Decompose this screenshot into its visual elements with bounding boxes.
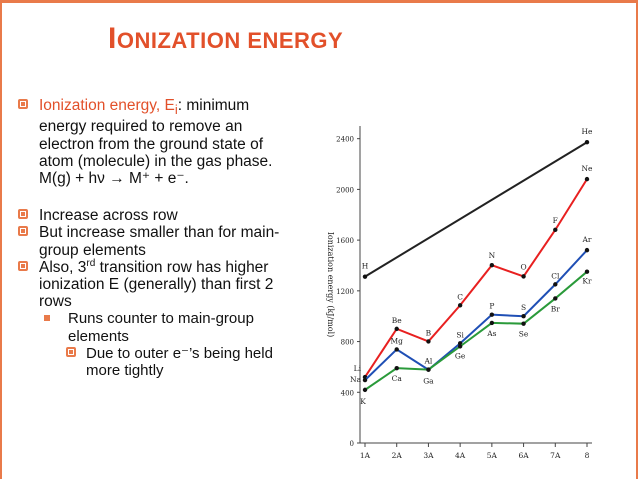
bullet-list: Ionization energy, Ei: minimum energy re… xyxy=(18,97,293,379)
element-label: Se xyxy=(519,330,529,339)
element-label: K xyxy=(360,397,366,406)
y-tick-label: 2400 xyxy=(336,136,354,144)
element-label: F xyxy=(553,216,558,225)
data-point xyxy=(553,296,558,301)
data-point xyxy=(489,312,495,317)
bullet-third-row: Also, 3rd transition row has higher ioni… xyxy=(18,258,293,311)
title-first-letter: I xyxy=(108,22,117,55)
x-tick-label: 4A xyxy=(455,451,466,460)
data-point xyxy=(584,247,590,253)
data-point xyxy=(521,321,526,326)
data-point xyxy=(553,227,558,233)
sub-sub-bullet-electrons: Due to outer e⁻’s being held more tightl… xyxy=(66,345,293,379)
bullet-marker-icon xyxy=(18,209,28,220)
data-point xyxy=(584,269,590,274)
element-label: Ge xyxy=(455,351,466,360)
data-point xyxy=(457,344,463,349)
element-label: Ga xyxy=(423,377,434,386)
x-tick-label: 8 xyxy=(585,451,590,460)
y-tick-label: 1200 xyxy=(336,288,354,296)
bullet-marker-icon xyxy=(18,226,28,237)
element-label: Br xyxy=(551,304,561,313)
y-axis-label: Ionization energy (kJ/mol) xyxy=(326,232,335,338)
element-label: Mg xyxy=(390,336,403,345)
element-label: Ca xyxy=(392,374,403,383)
data-point xyxy=(521,314,526,319)
element-label: Cl xyxy=(551,271,560,280)
bullet-marker-icon xyxy=(18,260,28,271)
data-point xyxy=(553,282,558,287)
element-label: O xyxy=(520,262,526,271)
element-label: P xyxy=(489,302,494,311)
element-label: As xyxy=(486,329,496,338)
element-label: S xyxy=(521,303,526,312)
frame-top xyxy=(0,0,638,3)
data-point xyxy=(584,176,590,182)
data-point xyxy=(362,377,368,383)
element-label: N xyxy=(489,251,496,260)
x-tick-label: 1A xyxy=(360,451,371,460)
definition-term: Ionization energy, Ei xyxy=(39,97,178,118)
series-line xyxy=(364,178,588,378)
slide-title: IONIZATION ENERGY xyxy=(108,22,343,56)
element-label: B xyxy=(426,328,432,337)
data-point xyxy=(394,326,399,332)
series-line xyxy=(364,270,588,391)
sub-bullet-marker-icon xyxy=(44,315,50,322)
bullet-marker-icon xyxy=(66,346,76,357)
data-point xyxy=(362,387,368,393)
ionization-energy-chart: 0 400 800 1200 1600 2000 2400 1A 2A 3A 4A 5A 6A 7A 8 Io… xyxy=(326,126,594,460)
bullet-increase: Increase across row xyxy=(18,207,293,224)
x-tick-label: 7A xyxy=(550,451,561,460)
bullet-marker-icon xyxy=(18,99,28,109)
bullet-definition: Ionization energy, Ei: minimum energy re… xyxy=(18,97,293,187)
element-label: Al xyxy=(424,357,433,366)
data-point xyxy=(584,140,590,145)
data-point xyxy=(489,320,495,326)
data-point xyxy=(362,274,368,279)
series-line xyxy=(364,141,588,278)
element-label: Kr xyxy=(582,277,592,286)
x-tick-label: 5A xyxy=(487,451,498,460)
element-label: Be xyxy=(392,316,403,325)
y-tick-label: 400 xyxy=(341,389,354,397)
frame-left xyxy=(0,0,2,479)
bullet-smaller: But increase smaller than for main-group… xyxy=(18,224,293,259)
element-label: Ar xyxy=(581,235,591,244)
y-tick-label: 2000 xyxy=(336,186,354,194)
title-rest: ONIZATION ENERGY xyxy=(116,28,344,53)
data-point xyxy=(457,303,463,308)
data-point xyxy=(426,367,431,372)
data-point xyxy=(426,339,431,344)
element-label: H xyxy=(362,262,369,271)
x-tick-label: 3A xyxy=(423,451,434,460)
element-label: Si xyxy=(456,330,464,339)
x-tick-label: 6A xyxy=(518,451,529,460)
series-line xyxy=(364,249,588,381)
x-tick-label: 2A xyxy=(392,451,403,460)
definition-suffix: : minimum xyxy=(177,97,250,114)
frame-right xyxy=(636,0,638,479)
element-label: Na xyxy=(350,375,362,384)
data-point xyxy=(489,263,495,268)
element-label: Ne xyxy=(581,164,593,173)
element-label: He xyxy=(582,127,594,136)
sub-bullet-counter: Runs counter to main-group elements xyxy=(38,310,293,345)
element-label: C xyxy=(457,292,463,301)
y-tick-label: 1600 xyxy=(336,237,354,245)
data-point xyxy=(394,347,399,352)
y-tick-label: 800 xyxy=(341,339,354,347)
y-tick-label: 0 xyxy=(350,440,354,448)
definition-body: energy required to remove an electron fr… xyxy=(39,118,273,187)
data-point xyxy=(521,274,526,279)
element-label: Li xyxy=(354,364,362,373)
data-point xyxy=(394,365,399,371)
